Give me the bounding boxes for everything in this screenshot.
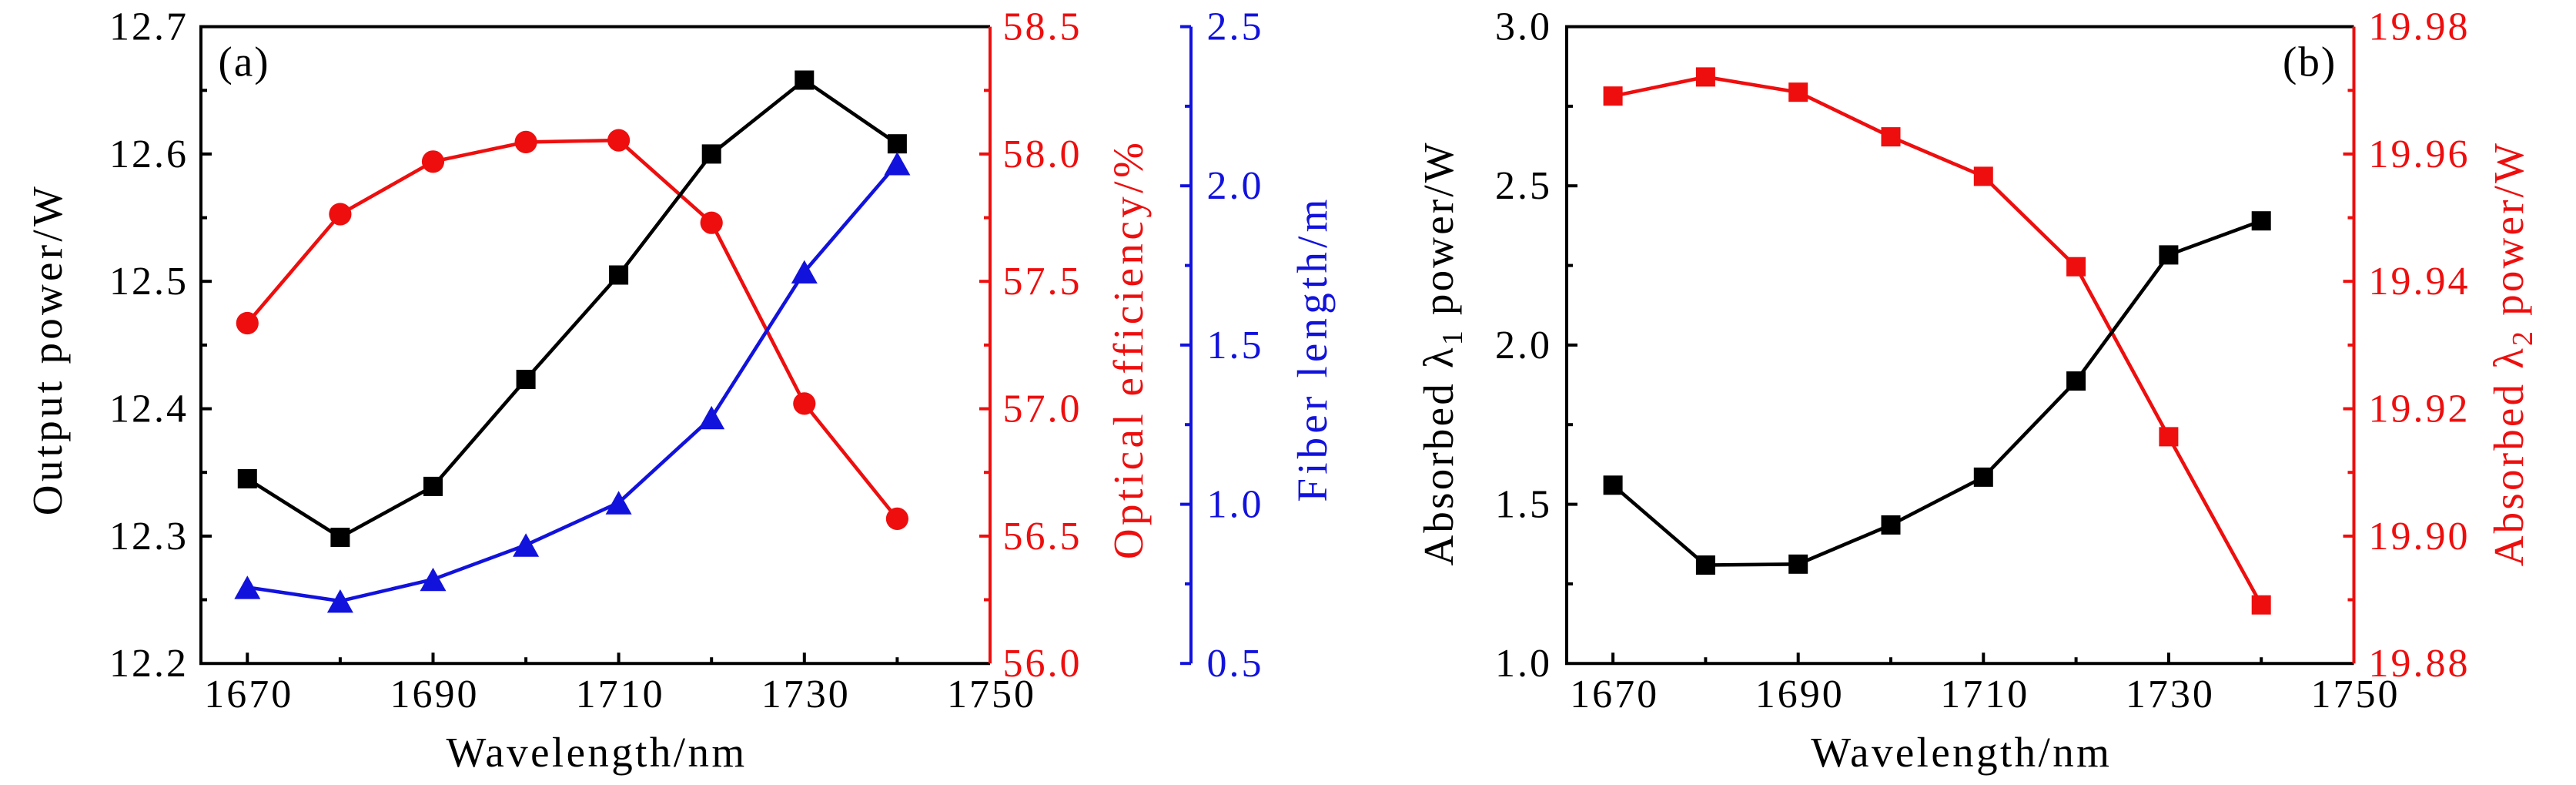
svg-text:Wavelength/nm: Wavelength/nm — [1811, 729, 2112, 776]
svg-text:3.0: 3.0 — [1495, 5, 1552, 49]
svg-text:58.0: 58.0 — [1003, 133, 1082, 176]
svg-text:1710: 1710 — [576, 673, 665, 716]
svg-text:(a): (a) — [219, 39, 270, 86]
svg-text:12.5: 12.5 — [109, 260, 189, 304]
svg-text:56.5: 56.5 — [1003, 515, 1082, 559]
svg-text:1.0: 1.0 — [1495, 642, 1552, 686]
svg-text:1710: 1710 — [1940, 673, 2029, 716]
svg-text:Optical efficiency/%: Optical efficiency/% — [1105, 139, 1152, 560]
svg-text:58.5: 58.5 — [1003, 5, 1082, 49]
svg-text:56.0: 56.0 — [1003, 642, 1082, 686]
svg-text:1.5: 1.5 — [1495, 483, 1552, 527]
svg-text:Output power/W: Output power/W — [24, 183, 71, 515]
svg-text:2.0: 2.0 — [1207, 164, 1264, 208]
svg-text:19.92: 19.92 — [2369, 387, 2471, 431]
svg-text:2.5: 2.5 — [1207, 5, 1264, 49]
svg-text:19.98: 19.98 — [2369, 5, 2471, 49]
svg-text:1690: 1690 — [1755, 673, 1845, 716]
svg-text:12.7: 12.7 — [109, 5, 189, 49]
svg-text:1730: 1730 — [2126, 673, 2215, 716]
svg-text:1.5: 1.5 — [1207, 324, 1264, 367]
svg-text:Fiber length/m: Fiber length/m — [1289, 195, 1336, 502]
svg-text:1730: 1730 — [761, 673, 851, 716]
svg-text:12.3: 12.3 — [109, 515, 189, 559]
svg-text:19.94: 19.94 — [2369, 260, 2471, 304]
svg-text:57.5: 57.5 — [1003, 260, 1082, 304]
svg-text:1750: 1750 — [947, 673, 1036, 716]
svg-text:Wavelength/nm: Wavelength/nm — [446, 729, 747, 776]
svg-text:1670: 1670 — [204, 673, 293, 716]
svg-text:1750: 1750 — [2311, 673, 2400, 716]
svg-text:19.88: 19.88 — [2369, 642, 2471, 686]
svg-text:1.0: 1.0 — [1207, 483, 1264, 527]
svg-text:19.90: 19.90 — [2369, 515, 2471, 559]
svg-text:Absorbed λ1 power/W: Absorbed λ1 power/W — [1415, 140, 1469, 565]
svg-text:(b): (b) — [2283, 39, 2337, 86]
svg-text:19.96: 19.96 — [2369, 133, 2471, 176]
svg-text:1670: 1670 — [1570, 673, 1659, 716]
svg-text:12.6: 12.6 — [109, 133, 189, 176]
svg-text:2.5: 2.5 — [1495, 164, 1552, 208]
svg-text:57.0: 57.0 — [1003, 387, 1082, 431]
svg-text:0.5: 0.5 — [1207, 642, 1264, 686]
svg-text:Absorbed λ2 power/W: Absorbed λ2 power/W — [2485, 141, 2539, 566]
svg-text:12.2: 12.2 — [109, 642, 189, 686]
svg-text:12.4: 12.4 — [109, 387, 189, 431]
svg-text:2.0: 2.0 — [1495, 324, 1552, 367]
svg-text:1690: 1690 — [390, 673, 480, 716]
